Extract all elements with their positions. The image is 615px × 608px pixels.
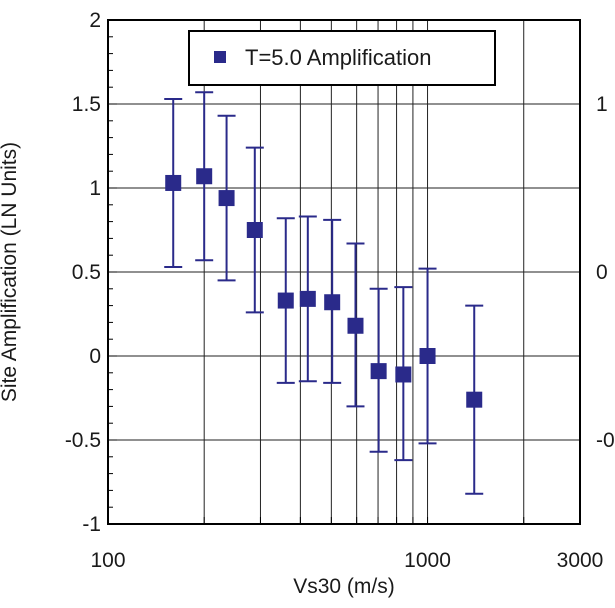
legend: T=5.0 Amplification (188, 30, 496, 86)
data-point (299, 290, 316, 307)
clipped-tick-label: 1 (596, 93, 608, 116)
data-point (218, 190, 235, 207)
data-point (246, 222, 263, 238)
clipped-tick-label: -0 (596, 429, 615, 452)
x-axis-title: Vs30 (m/s) (293, 575, 395, 598)
x-tick-labels: 100 1000 3000 (90, 549, 603, 572)
clipped-tick-label: 0 (596, 261, 608, 284)
y-tick-label: 1 (89, 177, 101, 200)
data-point (324, 294, 341, 311)
legend-label: T=5.0 Amplification (245, 45, 431, 70)
data-point (370, 363, 387, 380)
x-tick-label: 100 (90, 549, 125, 572)
y-tick-label: -0.5 (65, 429, 101, 452)
y-tick-label: -1 (82, 513, 101, 536)
data-point (165, 174, 182, 191)
y-tick-labels: 2 1.5 1 0.5 0 -0.5 -1 (65, 9, 101, 536)
y-axis-title: Site Amplification (LN Units) (0, 142, 21, 402)
y-tick-label: 0 (89, 345, 101, 368)
data-point (277, 292, 294, 309)
data-point (347, 317, 364, 334)
y-tick-label: 2 (89, 9, 101, 32)
x-tick-label: 3000 (557, 549, 604, 572)
y-tick-label: 0.5 (72, 261, 101, 284)
data-point (466, 391, 483, 408)
y-tick-label: 1.5 (72, 93, 101, 116)
right-clipped-labels: 1 0 -0 (596, 93, 615, 452)
x-tick-label: 1000 (404, 549, 451, 572)
data-point (395, 366, 412, 383)
error-bars (164, 91, 484, 495)
gridlines (108, 20, 580, 524)
axis-ticks (107, 19, 581, 525)
data-point (196, 168, 213, 185)
data-point (419, 348, 436, 364)
legend-box (188, 30, 496, 86)
legend-marker (214, 51, 226, 63)
data-markers (165, 168, 483, 408)
